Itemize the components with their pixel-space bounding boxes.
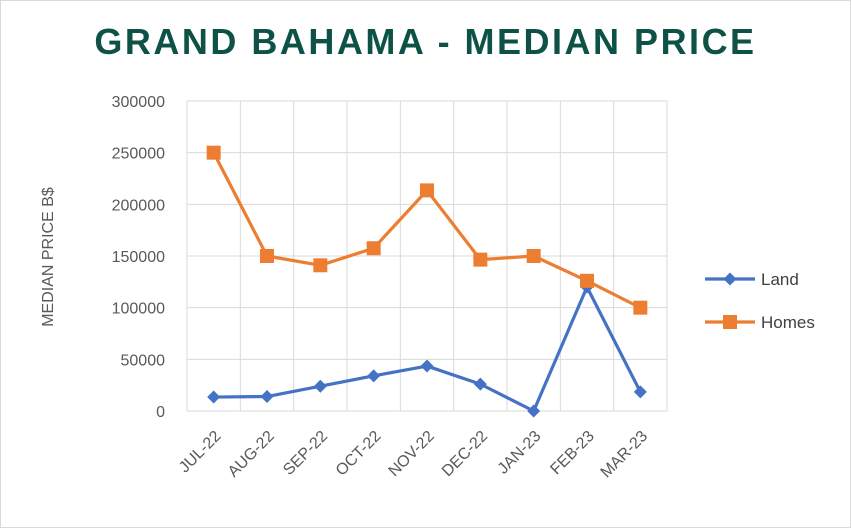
y-tick-label: 300000 [112, 94, 165, 111]
y-axis-ticks: 0 50000 100000 150000 200000 250000 300000 [112, 94, 165, 421]
homes-point [260, 249, 274, 263]
homes-point [580, 273, 594, 288]
land-line [213, 285, 642, 413]
homes-point [313, 258, 328, 273]
y-tick-label: 250000 [112, 146, 165, 163]
x-tick-label: OCT-22 [333, 428, 385, 480]
chart-title: GRAND BAHAMA - MEDIAN PRICE [94, 21, 757, 62]
legend-marker [723, 315, 737, 329]
land-point [527, 404, 541, 418]
legend-label: Land [761, 270, 799, 289]
series-homes [206, 145, 648, 315]
x-tick-label: DEC-22 [439, 428, 491, 480]
x-axis-ticks: JUL-22 AUG-22 SEP-22 OCT-22 NOV-22 DEC-22 JAN-… [176, 428, 651, 482]
y-axis-label: MEDIAN PRICE B$ [40, 187, 57, 327]
x-tick-label: JUL-22 [176, 428, 225, 477]
homes-point [206, 145, 221, 160]
homes-point [473, 252, 488, 267]
x-tick-label: MAR-23 [598, 428, 652, 482]
x-tick-label: SEP-22 [280, 428, 331, 479]
y-tick-label: 150000 [112, 249, 165, 266]
land-point [313, 379, 327, 393]
y-tick-label: 100000 [112, 301, 165, 318]
x-tick-label: AUG-22 [225, 428, 278, 481]
land-point [473, 377, 487, 391]
y-tick-label: 0 [156, 404, 165, 421]
legend-label: Homes [761, 313, 815, 332]
land-point [260, 390, 274, 404]
x-tick-label: FEB-23 [547, 428, 597, 478]
homes-point [420, 183, 434, 198]
land-point [420, 359, 434, 373]
legend-item-land: Land [705, 270, 799, 289]
legend-item-homes: Homes [705, 313, 815, 332]
homes-line [212, 151, 642, 310]
land-point [633, 385, 647, 399]
x-tick-label: NOV-22 [386, 428, 438, 480]
series-land [207, 280, 647, 418]
land-point [207, 390, 221, 404]
series-lines [206, 145, 648, 418]
land-point [367, 369, 381, 383]
x-tick-label: JAN-23 [495, 428, 545, 478]
legend: Land Homes [705, 270, 815, 332]
homes-point [526, 249, 541, 263]
homes-point [633, 300, 648, 315]
y-tick-label: 200000 [112, 197, 165, 214]
legend-marker [723, 272, 737, 286]
y-tick-label: 50000 [121, 352, 166, 369]
homes-point [366, 241, 381, 256]
